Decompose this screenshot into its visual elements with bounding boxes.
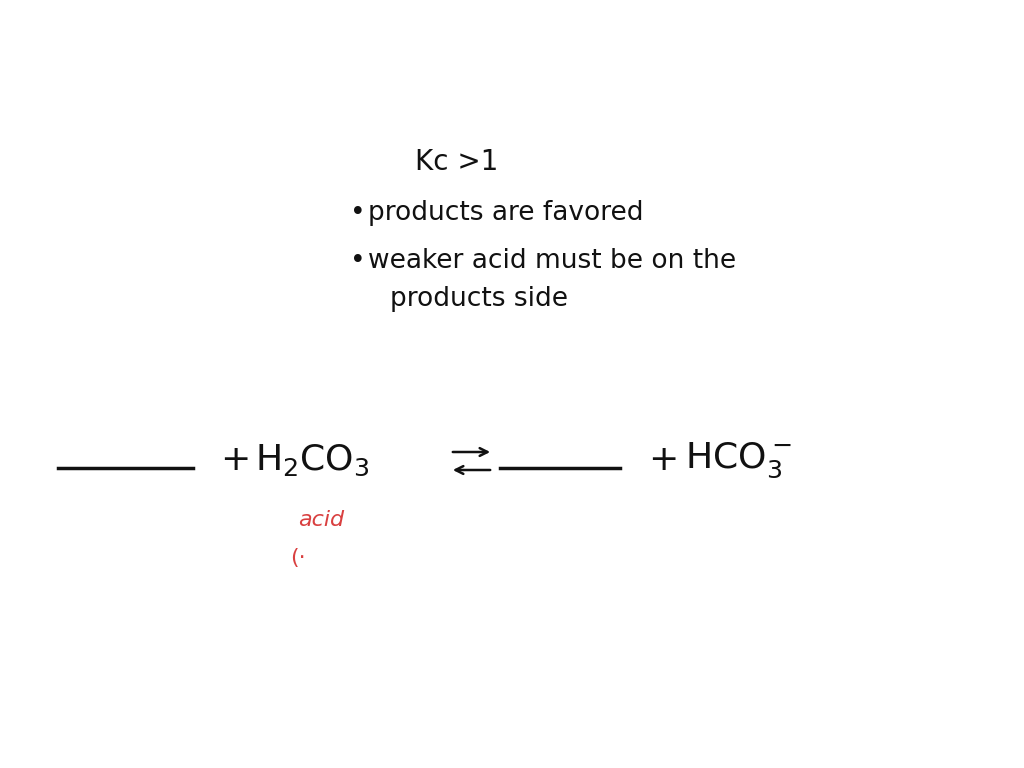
Text: acid: acid: [298, 510, 344, 530]
Text: $\mathregular{H_2CO_3}$: $\mathregular{H_2CO_3}$: [255, 442, 370, 478]
Text: •: •: [350, 248, 366, 274]
Text: weaker acid must be on the: weaker acid must be on the: [368, 248, 736, 274]
Text: $\mathregular{HCO_3^-}$: $\mathregular{HCO_3^-}$: [685, 440, 792, 480]
Text: +: +: [220, 443, 251, 477]
Text: +: +: [648, 443, 678, 477]
Text: •: •: [350, 200, 366, 226]
Text: (·: (·: [290, 548, 305, 568]
Text: products are favored: products are favored: [368, 200, 643, 226]
Text: products side: products side: [390, 286, 568, 312]
Text: Kc >1: Kc >1: [415, 148, 499, 176]
